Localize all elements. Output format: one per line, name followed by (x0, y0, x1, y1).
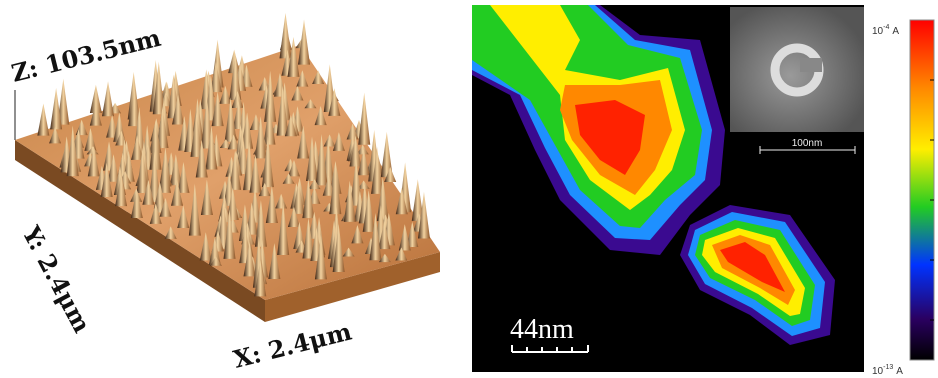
figure: Z: 103.5nm Y: 2.4μm X: 2.4μm 100nm 44nm … (0, 0, 938, 378)
surface-peak (280, 13, 292, 58)
x-label: X: 2.4μm (230, 317, 354, 374)
scale-label: 44nm (510, 314, 574, 345)
z-label: Z: 103.5nm (8, 23, 163, 88)
surface-peak (102, 81, 114, 116)
surface-peak (37, 104, 49, 136)
current-map: 100nm 44nm (472, 5, 864, 372)
surface-peak (358, 93, 370, 145)
inset-scale-label: 100nm (792, 138, 823, 149)
y-label: Y: 2.4μm (16, 220, 97, 337)
